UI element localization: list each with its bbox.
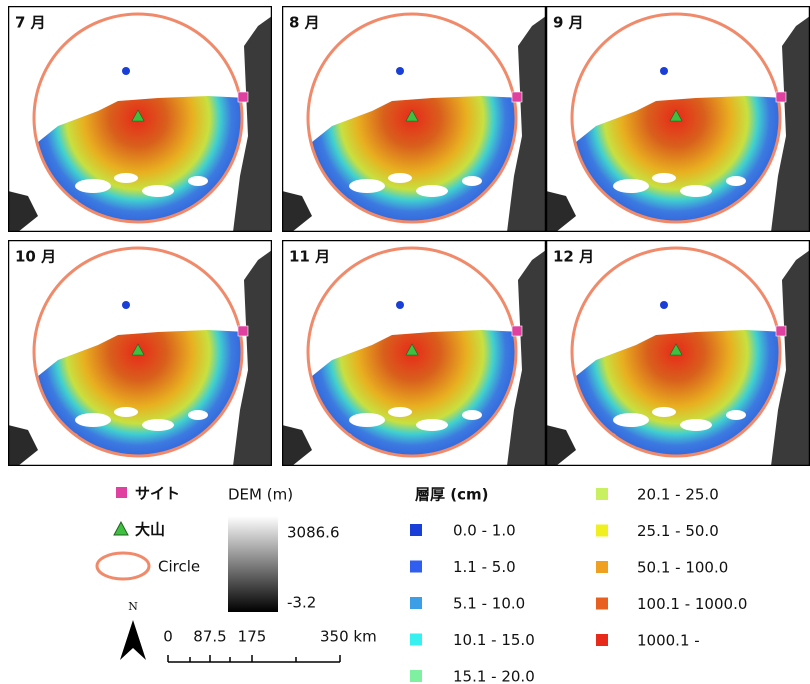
map-image	[8, 7, 308, 233]
map-panel: 10 月	[8, 241, 308, 467]
class-label: 100.1 - 1000.0	[637, 595, 747, 613]
class-label: 15.1 - 20.0	[453, 668, 535, 684]
panels: 7 月 8 月 9 月 10 月 11 月 12 月	[8, 7, 810, 467]
thickness-title: 層厚 (cm)	[415, 486, 488, 504]
class-swatch	[596, 525, 608, 537]
class-swatch	[596, 488, 608, 500]
dem-ramp	[228, 516, 278, 612]
class-swatch	[410, 524, 422, 536]
class-swatch	[410, 561, 422, 573]
map-image	[546, 241, 810, 467]
peak-label: 大山	[135, 521, 165, 539]
class-label: 1.1 - 5.0	[453, 558, 516, 576]
scale-label: 87.5	[193, 628, 226, 646]
panel-label: 8 月	[289, 14, 320, 32]
map-panel: 7 月	[8, 7, 308, 233]
site-icon	[116, 487, 127, 498]
class-swatch	[596, 598, 608, 610]
thickness-classes: 0.0 - 1.0 1.1 - 5.0 5.1 - 10.0 10.1 - 15.0 1…	[410, 486, 747, 684]
class-swatch	[410, 597, 422, 609]
class-label: 25.1 - 50.0	[637, 522, 719, 540]
scale-label: 175	[238, 628, 267, 646]
class-label: 0.0 - 1.0	[453, 522, 516, 540]
map-panel: 11 月	[282, 241, 582, 467]
panel-label: 7 月	[15, 14, 46, 32]
class-label: 5.1 - 10.0	[453, 595, 525, 613]
dem-min: -3.2	[287, 594, 316, 612]
panel-label: 11 月	[289, 248, 330, 266]
circle-label: Circle	[158, 558, 200, 576]
panel-label: 9 月	[553, 14, 584, 32]
peak-icon	[114, 522, 128, 535]
dem-title: DEM (m)	[228, 486, 293, 504]
map-image	[546, 7, 810, 233]
class-label: 50.1 - 100.0	[637, 559, 728, 577]
map-image	[282, 7, 582, 233]
map-panel: 9 月	[546, 7, 810, 233]
class-swatch	[410, 670, 422, 682]
figure: 7 月 8 月 9 月 10 月 11 月 12 月 サイト 大山 Circle N 0 8…	[0, 0, 810, 684]
class-swatch	[596, 561, 608, 573]
panel-label: 12 月	[553, 248, 594, 266]
circle-icon	[97, 553, 149, 579]
class-label: 20.1 - 25.0	[637, 486, 719, 504]
map-panel: 12 月	[546, 241, 810, 467]
scale-end-label: 350 km	[320, 628, 377, 646]
scale-label: 0	[163, 628, 173, 646]
map-image	[282, 241, 582, 467]
class-label: 10.1 - 15.0	[453, 631, 535, 649]
class-label: 1000.1 -	[637, 632, 700, 650]
site-label: サイト	[135, 485, 180, 503]
north-arrow	[120, 620, 146, 660]
panel-label: 10 月	[15, 248, 56, 266]
map-panel: 8 月	[282, 7, 582, 233]
north-label: N	[128, 600, 138, 613]
class-swatch	[410, 634, 422, 646]
class-swatch	[596, 634, 608, 646]
scale-bar: 0 87.5 175 350 km	[163, 628, 376, 663]
dem-max: 3086.6	[287, 524, 340, 542]
map-image	[8, 241, 308, 467]
